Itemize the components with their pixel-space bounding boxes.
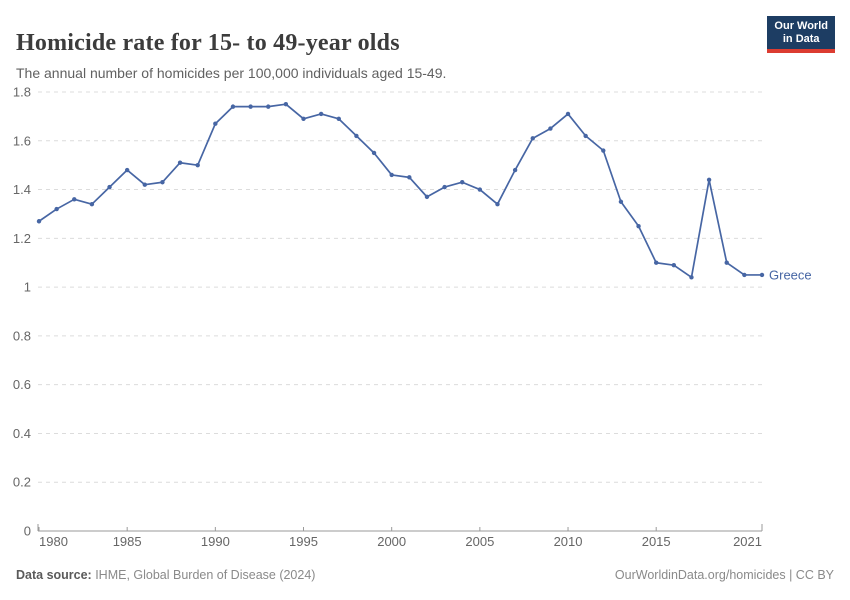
page-title: Homicide rate for 15- to 49-year olds <box>16 30 400 57</box>
data-source-text: IHME, Global Burden of Disease (2024) <box>91 568 316 582</box>
data-point-marker <box>512 167 518 173</box>
data-point-marker <box>636 223 641 229</box>
x-axis-tick-label: 2010 <box>554 534 583 549</box>
owid-logo-line2: in Data <box>782 33 820 46</box>
data-point-marker <box>407 175 412 180</box>
x-axis-tick-label: 2021 <box>733 534 762 549</box>
data-point-marker <box>301 116 306 122</box>
data-point-marker <box>530 136 535 141</box>
data-point-marker <box>318 111 324 117</box>
data-point-marker <box>89 201 95 207</box>
y-axis-tick-label: 0 <box>24 524 31 539</box>
page-subtitle: The annual number of homicides per 100,0… <box>16 65 447 81</box>
y-axis-tick-label: 1.4 <box>13 182 31 197</box>
data-point-marker <box>495 201 500 207</box>
data-point-marker <box>759 272 765 278</box>
data-point-marker <box>354 133 359 139</box>
data-point-marker <box>142 182 148 187</box>
y-axis-tick-label: 1.8 <box>13 85 31 100</box>
data-point-marker <box>548 126 553 131</box>
data-point-marker <box>230 104 236 109</box>
data-point-marker <box>742 272 747 278</box>
data-point-marker <box>248 104 253 109</box>
data-point-marker <box>124 167 130 173</box>
data-point-marker <box>565 111 571 117</box>
data-point-marker <box>36 219 42 224</box>
data-point-marker <box>54 206 59 212</box>
series-end-label: Greece <box>769 267 812 282</box>
data-point-marker <box>618 199 624 204</box>
data-point-marker <box>477 187 483 192</box>
data-point-marker <box>266 104 271 109</box>
data-point-marker <box>442 184 447 190</box>
data-point-marker <box>706 177 712 182</box>
y-axis-tick-label: 1.2 <box>13 231 31 246</box>
data-point-marker <box>389 172 394 178</box>
data-point-marker <box>724 260 729 265</box>
data-point-marker <box>460 180 465 185</box>
data-point-marker <box>283 101 289 107</box>
data-point-marker <box>72 197 77 202</box>
owid-logo-line1: Our World <box>774 20 828 32</box>
y-axis-tick-label: 0.4 <box>13 426 31 441</box>
y-axis-tick-label: 1 <box>24 280 31 295</box>
data-point-marker <box>177 160 183 165</box>
data-point-marker <box>424 194 430 200</box>
data-point-marker <box>653 260 659 265</box>
x-axis-tick-label: 2015 <box>642 534 671 549</box>
data-point-marker <box>371 150 377 156</box>
x-axis-tick-label: 2005 <box>465 534 494 549</box>
y-axis-tick-label: 0.2 <box>13 475 31 490</box>
series-line <box>38 103 763 279</box>
data-point-marker <box>195 162 200 168</box>
data-point-marker <box>689 275 694 280</box>
data-point-marker <box>583 133 588 139</box>
data-source: Data source: IHME, Global Burden of Dise… <box>16 568 315 582</box>
y-axis-tick-label: 1.6 <box>13 133 31 148</box>
data-point-marker <box>213 121 218 126</box>
x-axis-tick-label: 2000 <box>377 534 406 549</box>
data-point-marker <box>601 148 606 153</box>
y-axis-tick-label: 0.8 <box>13 328 31 343</box>
x-axis-tick-label: 1990 <box>201 534 230 549</box>
data-point-marker <box>107 184 112 190</box>
data-point-marker <box>336 116 341 122</box>
x-axis-tick-label: 1985 <box>113 534 142 549</box>
data-point-marker <box>160 180 165 185</box>
data-point-marker <box>671 262 677 268</box>
credit-link[interactable]: OurWorldinData.org/homicides | CC BY <box>614 568 834 582</box>
x-axis-tick-label: 1995 <box>289 534 318 549</box>
owid-logo: Our World in Data <box>767 16 835 54</box>
y-axis-tick-label: 0.6 <box>13 377 31 392</box>
x-axis-tick-label: 1980 <box>39 534 68 549</box>
data-source-label: Data source: <box>16 568 92 582</box>
